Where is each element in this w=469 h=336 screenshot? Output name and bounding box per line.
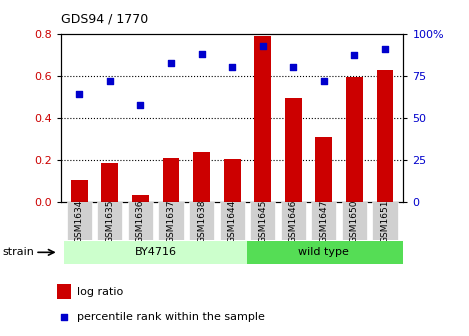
Bar — [285, 98, 302, 202]
Point — [106, 79, 113, 84]
Bar — [281, 202, 306, 240]
Text: GSM1647: GSM1647 — [319, 199, 328, 243]
Bar — [346, 77, 363, 202]
Text: strain: strain — [2, 247, 34, 257]
Point — [136, 102, 144, 108]
Bar — [189, 202, 214, 240]
Bar — [71, 179, 88, 202]
Text: GDS94 / 1770: GDS94 / 1770 — [61, 12, 148, 25]
Bar — [342, 202, 367, 240]
Text: GSM1646: GSM1646 — [289, 199, 298, 243]
Text: GSM1645: GSM1645 — [258, 199, 267, 243]
Text: GSM1635: GSM1635 — [106, 199, 114, 243]
Text: GSM1650: GSM1650 — [350, 199, 359, 243]
Bar — [98, 202, 122, 240]
Bar — [254, 36, 271, 202]
Bar — [67, 202, 92, 240]
Text: wild type: wild type — [298, 247, 349, 257]
Point — [76, 91, 83, 97]
Point — [61, 315, 68, 320]
Point — [167, 60, 175, 66]
Text: GSM1634: GSM1634 — [75, 199, 84, 243]
Bar — [219, 202, 245, 240]
Point — [289, 65, 297, 70]
Point — [228, 65, 236, 70]
Text: BY4716: BY4716 — [135, 247, 177, 257]
Bar — [377, 70, 393, 202]
Bar — [250, 202, 275, 240]
Bar — [311, 202, 336, 240]
Bar — [248, 241, 416, 264]
Bar — [163, 158, 180, 202]
Bar — [316, 136, 332, 202]
Bar — [193, 152, 210, 202]
Bar — [57, 284, 71, 299]
Point — [198, 51, 205, 56]
Bar — [128, 202, 153, 240]
Bar — [159, 202, 183, 240]
Point — [320, 79, 328, 84]
Bar — [101, 163, 118, 202]
Text: percentile rank within the sample: percentile rank within the sample — [77, 312, 265, 323]
Bar — [64, 241, 248, 264]
Text: GSM1651: GSM1651 — [380, 199, 389, 243]
Text: GSM1636: GSM1636 — [136, 199, 145, 243]
Text: GSM1644: GSM1644 — [227, 199, 237, 243]
Text: GSM1637: GSM1637 — [166, 199, 175, 243]
Bar — [224, 159, 241, 202]
Point — [351, 52, 358, 57]
Bar — [372, 202, 398, 240]
Point — [381, 46, 389, 51]
Text: log ratio: log ratio — [77, 287, 123, 297]
Point — [259, 43, 266, 49]
Text: GSM1638: GSM1638 — [197, 199, 206, 243]
Bar — [132, 195, 149, 202]
